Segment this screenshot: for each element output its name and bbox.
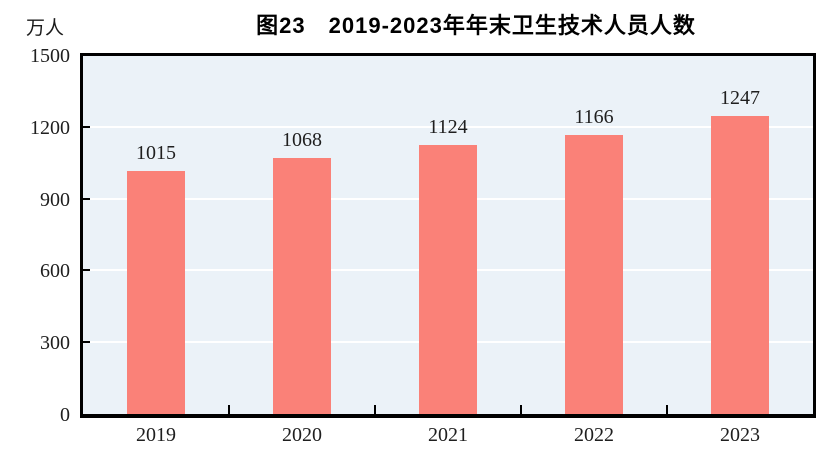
y-tick-label-300: 300	[40, 332, 70, 354]
x-tick-label-2021: 2021	[428, 424, 468, 446]
bar-2022	[565, 135, 623, 414]
bar-value-label-2020: 1068	[282, 129, 322, 151]
x-tick-mark-3	[520, 405, 522, 414]
bar-value-label-2023: 1247	[720, 87, 760, 109]
x-tick-mark-1	[228, 405, 230, 414]
y-tick-mark-300	[83, 341, 90, 344]
x-tick-label-2023: 2023	[720, 424, 760, 446]
y-tick-label-900: 900	[40, 189, 70, 211]
bar-2020	[273, 158, 331, 414]
y-axis-unit-label: 万人	[26, 18, 65, 39]
y-tick-label-1500: 1500	[30, 45, 70, 67]
x-tick-label-2022: 2022	[574, 424, 614, 446]
plot-area: 1015 1068 1124 1166 1247	[83, 56, 813, 414]
y-tick-label-0: 0	[60, 404, 70, 426]
bar-value-label-2021: 1124	[428, 116, 468, 138]
chart-title: 图23 2019-2023年年末卫生技术人员人数	[256, 13, 696, 38]
x-tick-mark-2	[374, 405, 376, 414]
y-tick-mark-900	[83, 197, 90, 200]
bar-2021	[419, 145, 477, 414]
y-tick-mark-1200	[83, 125, 90, 128]
bar-value-label-2019: 1015	[136, 142, 176, 164]
y-tick-mark-600	[83, 269, 90, 272]
plot-frame: 1015 1068 1124 1166 1247	[80, 53, 816, 418]
x-tick-label-2019: 2019	[136, 424, 176, 446]
y-tick-label-600: 600	[40, 260, 70, 282]
x-tick-label-2020: 2020	[282, 424, 322, 446]
gridline-1200	[83, 125, 813, 128]
bar-value-label-2022: 1166	[574, 106, 614, 128]
x-tick-mark-4	[666, 405, 668, 414]
y-tick-label-1200: 1200	[30, 117, 70, 139]
bar-2019	[127, 171, 185, 414]
bar-2023	[711, 116, 769, 414]
